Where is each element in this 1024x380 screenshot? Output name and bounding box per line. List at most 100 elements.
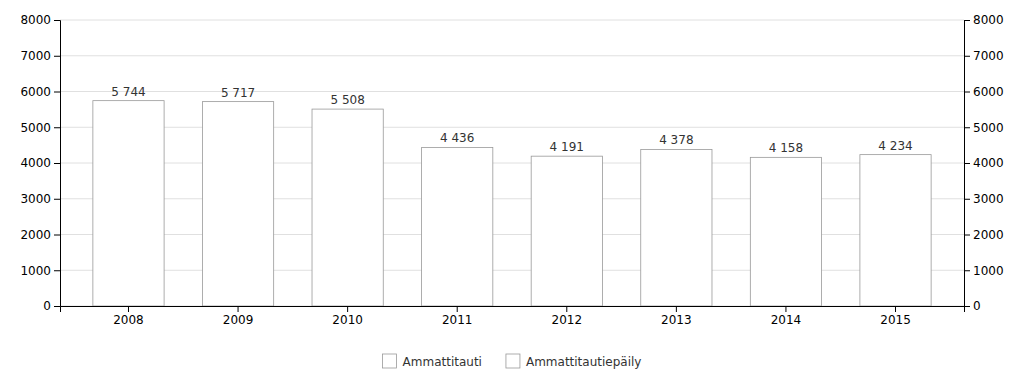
x-tick: 2011 — [442, 306, 473, 327]
legend-label: Ammattitautiepäily — [526, 355, 642, 369]
bars — [93, 101, 931, 306]
tick-label: 2010 — [332, 313, 363, 327]
tick-label: 3000 — [20, 192, 51, 206]
tick-label: 3000 — [973, 192, 1004, 206]
tick-label: 2000 — [20, 228, 51, 242]
data-label: 4 234 — [878, 139, 912, 153]
tick-label: 4000 — [973, 156, 1004, 170]
x-tick: 2013 — [661, 306, 692, 327]
tick-mark — [54, 199, 60, 200]
y2-tick: 8000 — [964, 13, 1004, 27]
tick-mark — [964, 127, 970, 128]
bar — [312, 109, 383, 306]
tick-mark — [54, 270, 60, 271]
legend-item: Ammattitauti — [383, 354, 482, 369]
grid-line — [60, 127, 964, 128]
chart-container: 5 744 5 717 5 508 4 436 4 191 4 378 4 158 4 234… — [0, 0, 1024, 380]
y-tick: 7000 — [20, 49, 60, 63]
grid-line — [60, 198, 964, 199]
tick-mark — [676, 306, 677, 312]
data-label: 4 191 — [550, 140, 584, 154]
tick-label: 1000 — [20, 264, 51, 278]
y-tick: 5000 — [20, 121, 60, 135]
bar — [860, 155, 931, 306]
chart: 5 744 5 717 5 508 4 436 4 191 4 378 4 158 4 234… — [0, 0, 1024, 380]
tick-mark — [54, 235, 60, 236]
y2-tick: 6000 — [964, 85, 1004, 99]
y2-tick: 4000 — [964, 156, 1004, 170]
y-tick: 6000 — [20, 85, 60, 99]
bar — [641, 149, 712, 306]
bar — [422, 147, 493, 306]
x-tick: 2009 — [223, 306, 254, 327]
tick-label: 2000 — [973, 228, 1004, 242]
tick-mark — [347, 306, 348, 312]
data-label: 4 378 — [659, 133, 693, 147]
legend: Ammattitauti Ammattitautiepäily — [383, 354, 642, 369]
tick-mark — [238, 306, 239, 312]
grid-line — [60, 163, 964, 164]
tick-mark — [54, 306, 60, 307]
y-tick: 8000 — [20, 13, 60, 27]
axis-line — [54, 21, 61, 307]
y2-axis: 0 1000 2000 3000 4000 5000 6000 7000 8000 — [964, 13, 1004, 313]
tick-mark — [54, 127, 60, 128]
data-label: 5 508 — [330, 93, 364, 107]
tick-label: 7000 — [20, 49, 51, 63]
tick-label: 8000 — [20, 13, 51, 27]
tick-mark — [54, 92, 60, 93]
data-label: 4 436 — [440, 131, 474, 145]
x-tick: 2014 — [771, 306, 802, 327]
tick-label: 2013 — [661, 313, 692, 327]
tick-label: 1000 — [973, 264, 1004, 278]
data-label: 4 158 — [769, 141, 803, 155]
x-axis: 2008 2009 2010 2011 2012 2013 2014 2015 — [61, 306, 965, 327]
y-tick: 2000 — [20, 228, 60, 242]
tick-label: 6000 — [20, 85, 51, 99]
tick-mark — [964, 270, 970, 271]
tick-mark — [964, 163, 970, 164]
tick-mark — [785, 306, 786, 312]
tick-label: 6000 — [973, 85, 1004, 99]
tick-mark — [54, 163, 60, 164]
tick-label: 2009 — [223, 313, 254, 327]
tick-mark — [566, 306, 567, 312]
data-labels: 5 744 5 717 5 508 4 436 4 191 4 378 4 158 4 234 — [111, 85, 912, 156]
y2-tick: 1000 — [964, 264, 1004, 278]
tick-label: 5000 — [973, 121, 1004, 135]
x-tick: 2012 — [552, 306, 583, 327]
y2-tick: 0 — [964, 299, 981, 313]
grid-line — [60, 20, 964, 21]
grid-line — [60, 270, 964, 271]
axis-line — [61, 307, 965, 313]
x-tick: 2008 — [113, 306, 144, 327]
x-tick: 2015 — [880, 306, 911, 327]
tick-label: 0 — [43, 299, 51, 313]
tick-label: 5000 — [20, 121, 51, 135]
y-tick: 0 — [43, 299, 60, 313]
tick-mark — [964, 56, 970, 57]
tick-label: 2011 — [442, 313, 473, 327]
legend-item: Ammattitautiepäily — [506, 354, 642, 369]
data-label: 5 744 — [111, 85, 145, 99]
legend-swatch — [383, 354, 397, 368]
tick-mark — [964, 199, 970, 200]
tick-label: 0 — [973, 299, 981, 313]
tick-mark — [964, 306, 970, 307]
tick-label: 2014 — [771, 313, 802, 327]
bar — [202, 102, 273, 306]
y2-tick: 5000 — [964, 121, 1004, 135]
y2-tick: 7000 — [964, 49, 1004, 63]
bar — [750, 157, 821, 306]
tick-mark — [457, 306, 458, 312]
tick-label: 7000 — [973, 49, 1004, 63]
legend-label: Ammattitauti — [403, 355, 482, 369]
grid-line — [60, 55, 964, 56]
y2-tick: 3000 — [964, 192, 1004, 206]
tick-label: 2015 — [880, 313, 911, 327]
data-label: 5 717 — [221, 86, 255, 100]
axis-line — [965, 21, 971, 307]
bar — [531, 156, 602, 306]
tick-mark — [964, 235, 970, 236]
tick-label: 8000 — [973, 13, 1004, 27]
